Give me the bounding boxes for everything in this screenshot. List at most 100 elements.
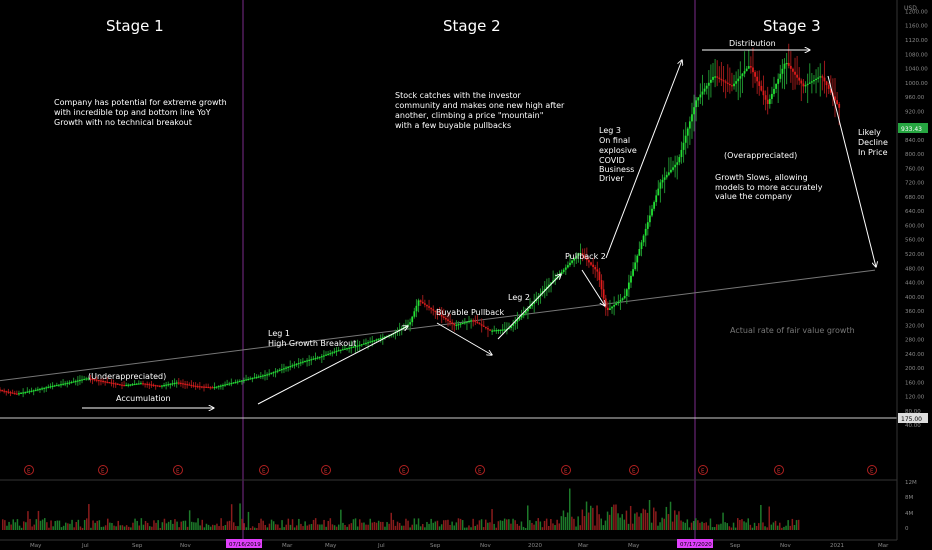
volume-bar-356 [749, 524, 752, 530]
candle-body-176 [369, 341, 372, 343]
candle-body-180 [377, 338, 380, 340]
candle-body-208 [436, 312, 439, 314]
volume-bar-325 [684, 522, 686, 530]
volume-bar-71 [151, 526, 153, 530]
candle-body-375 [787, 62, 790, 66]
volume-bar-351 [739, 519, 741, 530]
candle-body-44 [91, 378, 94, 380]
volume-bar-149 [314, 518, 317, 530]
earnings-marker-label-11: E [870, 469, 874, 475]
volume-bar-148 [312, 519, 315, 530]
volume-bar-1 [4, 520, 6, 530]
candle-body-70 [146, 383, 149, 385]
volume-bar-175 [369, 518, 371, 530]
candle-body-140 [293, 364, 296, 366]
volume-bar-83 [176, 521, 178, 530]
volume-bar-369 [776, 525, 779, 530]
candle-body-293 [615, 303, 618, 305]
candle-body-207 [434, 310, 437, 313]
candle-body-80 [167, 384, 170, 386]
candle-body-310 [651, 208, 653, 216]
volume-bar-86 [182, 520, 185, 530]
volume-bar-219 [461, 520, 464, 530]
volume-bar-52 [111, 522, 113, 530]
volume-bar-313 [659, 522, 661, 530]
volume-bar-122 [258, 523, 260, 530]
candle-body-373 [783, 63, 786, 69]
candle-body-46 [95, 379, 98, 381]
volume-bar-119 [251, 526, 254, 530]
earnings-marker-9 [698, 465, 708, 475]
volume-bar-364 [766, 527, 768, 530]
leg2-arrow [497, 274, 561, 340]
candle-body-260 [545, 286, 548, 289]
price-tick-18: 480.00 [905, 266, 925, 272]
candle-body-88 [184, 383, 186, 385]
date-badge-1-text: 07/16/2019 [229, 542, 261, 548]
volume-bar-310 [653, 507, 655, 530]
candle-body-199 [417, 300, 420, 306]
volume-bar-80 [170, 520, 172, 530]
candle-body-84 [175, 382, 178, 384]
candle-body-163 [341, 349, 344, 351]
candle-body-335 [703, 88, 706, 92]
volume-bar-242 [510, 523, 512, 530]
volume-bar-322 [678, 511, 680, 530]
earnings-marker-label-8: E [632, 469, 636, 475]
candle-body-48 [100, 380, 102, 382]
candle-body-3 [5, 391, 8, 393]
volume-bar-38 [81, 527, 84, 530]
volume-bar-262 [552, 523, 554, 530]
volume-bar-240 [506, 519, 508, 530]
volume-bar-79 [167, 521, 170, 530]
candle-body-227 [476, 321, 479, 324]
candle-body-389 [817, 77, 820, 79]
candle-body-57 [118, 384, 121, 386]
candle-body-215 [451, 322, 454, 324]
candle-body-371 [779, 73, 782, 79]
volume-bar-19 [41, 519, 44, 530]
candle-body-226 [474, 320, 477, 322]
candle-body-278 [583, 255, 586, 258]
volume-bar-68 [144, 521, 147, 530]
volume-bar-265 [558, 523, 560, 530]
candle-body-200 [419, 300, 422, 302]
date-badge-1 [226, 539, 262, 548]
volume-bar-120 [254, 527, 256, 530]
candle-body-327 [686, 128, 689, 136]
volume-bar-151 [319, 524, 321, 530]
candle-body-277 [581, 253, 584, 256]
volume-bar-74 [157, 520, 159, 530]
volume-bar-153 [323, 519, 325, 530]
candle-body-159 [333, 351, 336, 353]
earnings-marker-label-5: E [402, 469, 406, 475]
volume-bar-21 [46, 522, 48, 530]
volume-bar-368 [774, 520, 777, 530]
volume-bar-341 [718, 524, 720, 530]
candle-body-294 [617, 301, 620, 304]
candle-body-143 [299, 362, 302, 364]
volume-bar-3 [8, 521, 10, 530]
candle-body-151 [316, 357, 319, 359]
earnings-marker-label-2: E [176, 469, 180, 475]
candle-body-89 [186, 384, 189, 386]
leg3-note-line-5: Business [599, 165, 634, 174]
volume-bar-200 [422, 524, 424, 530]
candle-body-272 [571, 260, 573, 263]
candle-body-171 [358, 344, 361, 347]
price-tick-22: 320.00 [905, 323, 925, 329]
candle-body-160 [335, 350, 338, 353]
candle-body-33 [68, 382, 71, 384]
candle-body-334 [701, 91, 704, 95]
volume-bar-110 [233, 522, 235, 530]
volume-bar-197 [415, 524, 418, 530]
volume-bar-331 [697, 520, 699, 530]
candles-group [0, 43, 841, 398]
earnings-marker-2 [173, 465, 183, 475]
candle-body-391 [821, 76, 824, 78]
candle-body-202 [423, 303, 426, 305]
price-tick-12: 720.00 [905, 181, 925, 187]
volume-tick-0: 12M [905, 480, 917, 486]
candle-body-194 [407, 324, 409, 326]
candle-body-336 [705, 85, 708, 89]
